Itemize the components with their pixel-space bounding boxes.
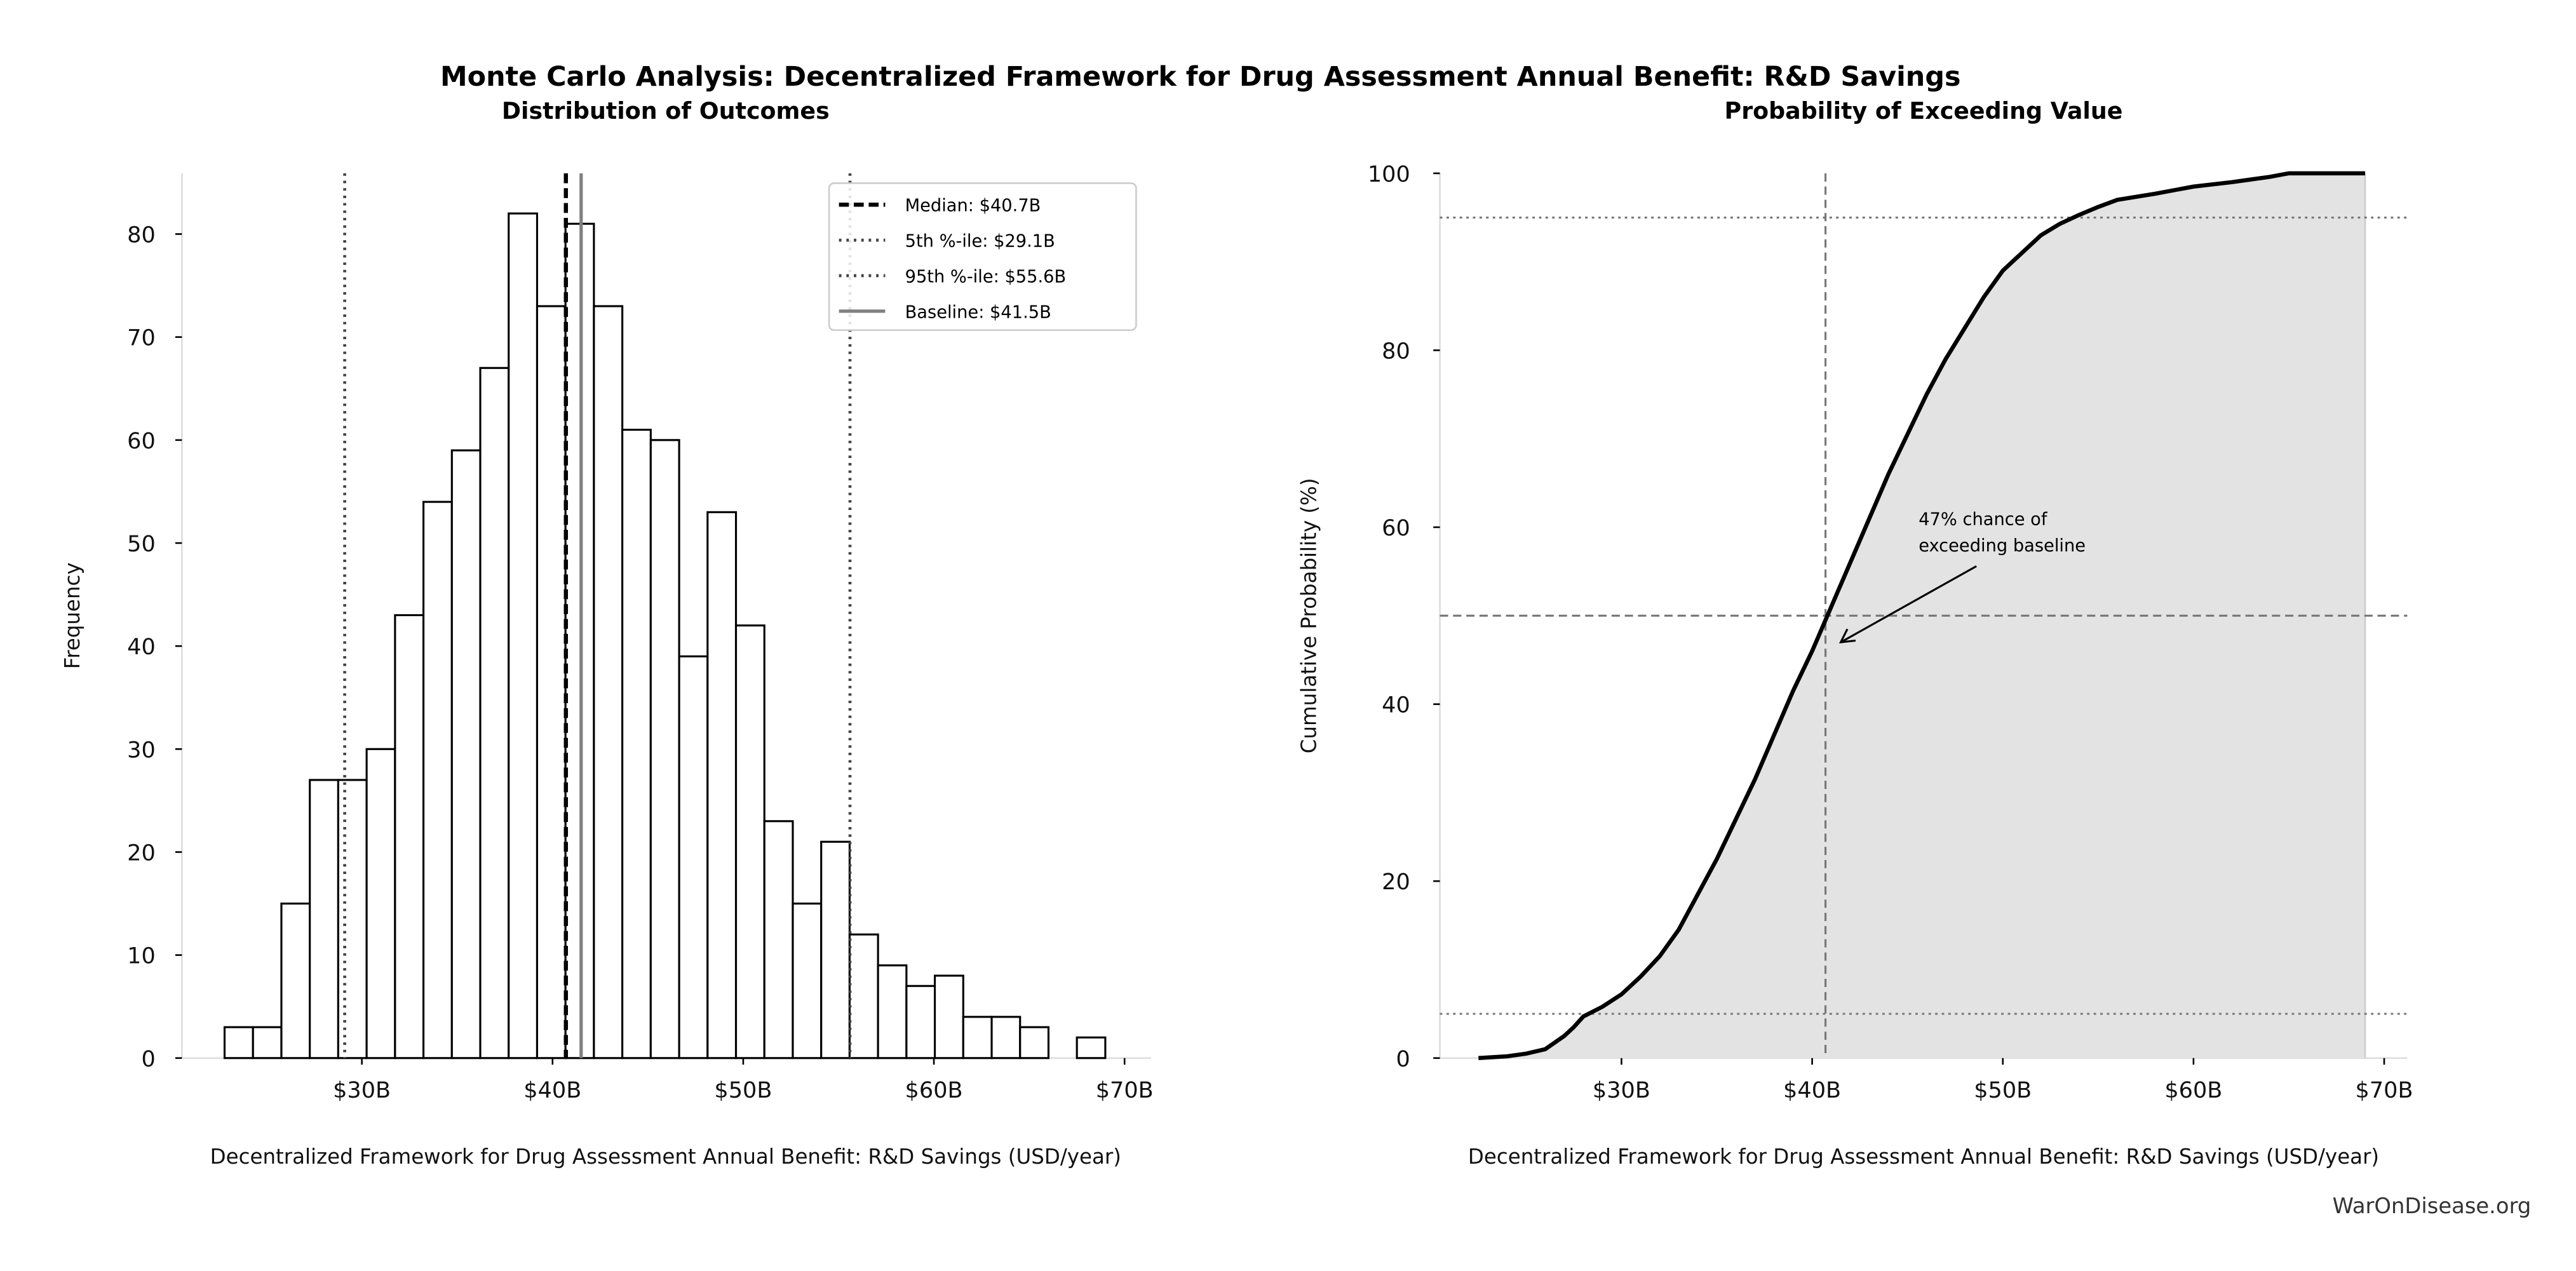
histogram-y-label: Frequency	[60, 562, 84, 669]
annotation-text: exceeding baseline	[1919, 536, 2086, 556]
histogram-bar	[450, 449, 482, 1059]
histogram-bar	[962, 1016, 993, 1059]
x-tick-label: $50B	[714, 1077, 772, 1103]
histogram-bar	[621, 429, 652, 1059]
y-tick-label: 50	[127, 531, 156, 557]
x-tick-label: $60B	[2164, 1077, 2222, 1103]
histogram-title: Distribution of Outcomes	[502, 97, 830, 124]
histogram-bar	[536, 305, 567, 1059]
y-tick-label: 20	[1382, 869, 1410, 895]
cdf-y-label: Cumulative Probability (%)	[1297, 478, 1321, 753]
arrow-head-icon	[1838, 628, 1856, 643]
y-tick-label: 40	[1382, 692, 1410, 718]
histogram-bar	[337, 779, 368, 1059]
annotation-text: 47% chance of	[1919, 509, 2048, 529]
y-tick-label: 0	[141, 1046, 155, 1072]
histogram-bar	[508, 212, 539, 1059]
legend-label: Median: $40.7B	[905, 196, 1041, 216]
y-tick-label: 10	[127, 943, 156, 969]
histogram-bar	[309, 779, 339, 1059]
histogram-bar	[1076, 1036, 1107, 1059]
y-tick-label: 20	[127, 840, 156, 866]
cdf-line	[1478, 171, 2366, 1061]
histogram-bar	[365, 748, 396, 1059]
watermark: WarOnDisease.org	[2333, 1194, 2532, 1218]
histogram-bar	[252, 1026, 283, 1059]
y-tick-label: 100	[1368, 161, 1410, 187]
y-tick-label: 80	[127, 222, 156, 248]
x-tick-label: $50B	[1974, 1077, 2032, 1103]
y-tick-label: 70	[127, 325, 156, 351]
figure-title: Monte Carlo Analysis: Decentralized Fram…	[440, 61, 1961, 93]
x-tick-label: $60B	[905, 1077, 963, 1103]
x-tick-label: $70B	[1096, 1077, 1154, 1103]
histogram-bar	[593, 305, 624, 1059]
histogram-bar	[422, 501, 453, 1059]
x-tick-label: $40B	[523, 1077, 581, 1103]
histogram-bar	[734, 624, 765, 1059]
x-tick-label: $30B	[1593, 1077, 1650, 1103]
histogram-bar	[394, 614, 425, 1059]
legend-label: Baseline: $41.5B	[905, 302, 1051, 322]
histogram-bar	[678, 655, 709, 1059]
histogram-bar	[479, 367, 510, 1059]
histogram-bar	[934, 974, 964, 1059]
histogram-bar	[877, 964, 908, 1059]
histogram-bar	[763, 820, 794, 1059]
y-tick-label: 30	[127, 737, 156, 763]
x-tick-label: $40B	[1783, 1077, 1841, 1103]
y-tick-label: 60	[127, 428, 156, 454]
histogram-bar	[990, 1016, 1022, 1059]
y-tick-label: 60	[1382, 515, 1410, 541]
cdf-x-label: Decentralized Framework for Drug Assessm…	[1468, 1145, 2379, 1169]
annotation-arrow	[1840, 565, 1977, 643]
x-tick-label: $70B	[2356, 1077, 2413, 1103]
y-tick-label: 80	[1382, 338, 1410, 364]
x-tick-label: $30B	[333, 1077, 391, 1103]
legend-label: 5th %-ile: $29.1B	[905, 232, 1055, 252]
cdf-title: Probability of Exceeding Value	[1725, 97, 2123, 124]
histogram-bar	[905, 985, 936, 1059]
y-tick-label: 40	[127, 634, 156, 660]
legend-label: 95th %-ile: $55.6B	[905, 267, 1067, 286]
y-tick-label: 0	[1396, 1046, 1410, 1072]
legend-box	[828, 182, 1137, 332]
histogram-bar	[706, 511, 738, 1059]
histogram-bar	[1019, 1026, 1050, 1059]
histogram-bar	[820, 840, 851, 1059]
histogram-bar	[649, 439, 680, 1059]
histogram-x-label: Decentralized Framework for Drug Assessm…	[210, 1145, 1121, 1169]
cdf-chart: $30B $40B $50B $60B $70B 0 20 40 60 80 100 47% chan…	[1368, 161, 2413, 1103]
histogram-chart: $30B $40B $50B $60B $70B 0 10 20 30 40 50 60 70 80 Med…	[127, 173, 1154, 1103]
histogram-bar	[792, 902, 823, 1059]
histogram-bar	[223, 1026, 254, 1059]
histogram-bar	[848, 933, 879, 1059]
histogram-bar	[280, 902, 311, 1059]
